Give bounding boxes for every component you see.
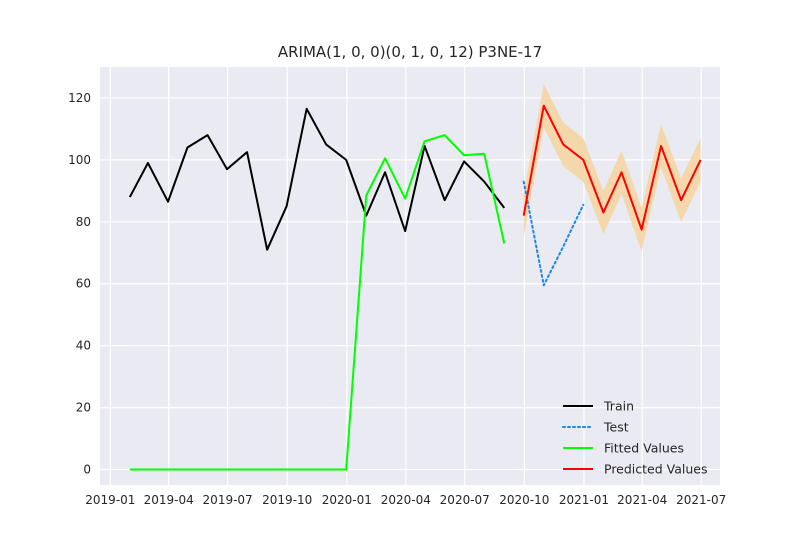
series-lines: [128, 104, 702, 471]
y-tick-label: 60: [76, 277, 91, 291]
gridlines: [100, 67, 720, 485]
legend-label-train: Train: [603, 399, 634, 414]
x-tick-label: 2019-10: [262, 493, 312, 507]
legend-label-fitted-values: Fitted Values: [604, 441, 684, 456]
y-tick-label: 20: [76, 401, 91, 415]
x-tick-label: 2020-01: [322, 493, 372, 507]
x-tick-label: 2020-07: [440, 493, 490, 507]
x-tick-label: 2021-04: [617, 493, 667, 507]
test-line: [522, 180, 585, 287]
y-tick-label: 0: [83, 463, 91, 477]
y-tick-label: 120: [68, 91, 91, 105]
legend: Train Test Fitted Values Predicted Values: [562, 399, 708, 477]
y-tick-labels: 0 20 40 60 80 100 120: [68, 91, 91, 477]
confidence-band: [523, 84, 701, 252]
legend-label-predicted-values: Predicted Values: [604, 462, 708, 477]
y-tick-label: 100: [68, 153, 91, 167]
x-tick-label: 2021-01: [559, 493, 609, 507]
train-line: [128, 107, 506, 251]
y-tick-label: 80: [76, 215, 91, 229]
x-tick-label: 2019-04: [144, 493, 194, 507]
x-tick-label: 2021-07: [676, 493, 726, 507]
x-tick-label: 2020-04: [381, 493, 431, 507]
x-tick-label: 2019-01: [85, 493, 135, 507]
x-tick-label: 2020-10: [499, 493, 549, 507]
fitted-values-line: [129, 134, 506, 471]
legend-label-test: Test: [603, 420, 629, 435]
predicted-values-line: [522, 104, 702, 231]
chart-title: ARIMA(1, 0, 0)(0, 1, 0, 12) P3NE-17: [278, 43, 542, 61]
x-tick-label: 2019-07: [203, 493, 253, 507]
prediction-interval-band: [523, 84, 701, 252]
x-tick-labels: 2019-01 2019-04 2019-07 2019-10 2020-01 2020-…: [85, 493, 726, 507]
y-tick-label: 40: [76, 339, 91, 353]
